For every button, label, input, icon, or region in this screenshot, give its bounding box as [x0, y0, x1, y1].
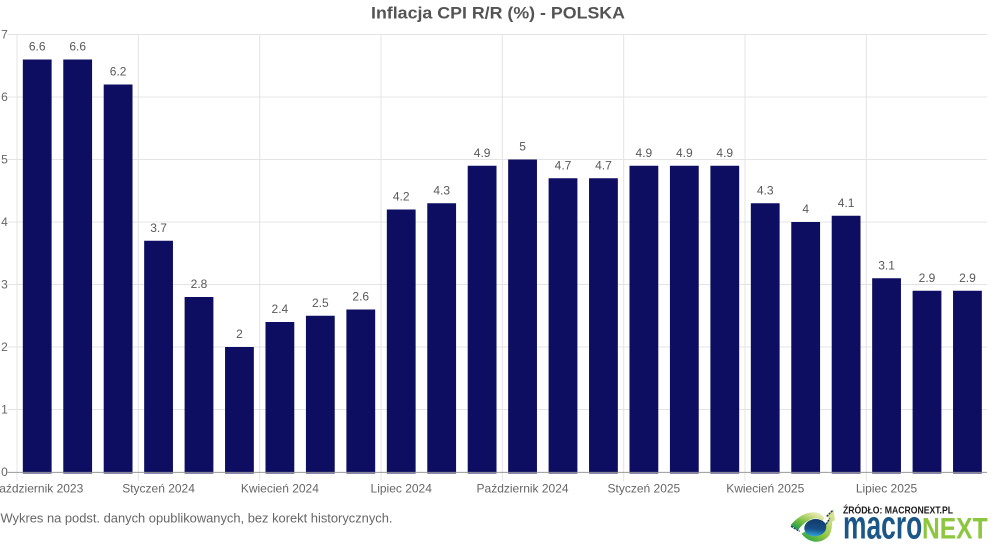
svg-text:NEXT: NEXT — [922, 512, 988, 544]
svg-text:macro: macro — [843, 503, 922, 548]
svg-text:2.8: 2.8 — [191, 277, 208, 291]
svg-text:4.9: 4.9 — [636, 146, 653, 160]
svg-text:5: 5 — [1, 153, 8, 167]
svg-text:6: 6 — [1, 90, 8, 104]
svg-text:6.6: 6.6 — [69, 40, 86, 54]
svg-text:4.3: 4.3 — [757, 183, 774, 197]
svg-text:3: 3 — [1, 278, 8, 292]
svg-text:5: 5 — [519, 140, 526, 154]
svg-text:Październik 2024: Październik 2024 — [477, 482, 569, 496]
svg-text:4.7: 4.7 — [555, 158, 572, 172]
svg-text:2: 2 — [1, 340, 8, 354]
svg-text:4.3: 4.3 — [433, 183, 450, 197]
svg-text:2.4: 2.4 — [272, 302, 289, 316]
svg-text:2: 2 — [236, 327, 243, 341]
svg-text:4: 4 — [1, 215, 8, 229]
svg-text:4.9: 4.9 — [474, 146, 491, 160]
svg-text:4.7: 4.7 — [595, 158, 612, 172]
svg-text:2.9: 2.9 — [919, 271, 936, 285]
svg-text:Styczeń 2024: Styczeń 2024 — [122, 482, 195, 496]
svg-text:Wykres na podst. danych opubli: Wykres na podst. danych opublikowanych, … — [1, 510, 393, 525]
svg-text:Październik 2023: Październik 2023 — [0, 482, 84, 496]
svg-text:4.9: 4.9 — [716, 146, 733, 160]
svg-text:4.2: 4.2 — [393, 190, 410, 204]
svg-text:4: 4 — [802, 202, 809, 216]
svg-text:3.7: 3.7 — [150, 221, 167, 235]
svg-text:6.2: 6.2 — [110, 65, 127, 79]
svg-text:ŹRÓDŁO: MACRONEXT.PL: ŹRÓDŁO: MACRONEXT.PL — [843, 504, 953, 517]
svg-text:Kwiecień 2025: Kwiecień 2025 — [726, 482, 804, 496]
svg-text:3.1: 3.1 — [878, 258, 895, 272]
svg-text:2.9: 2.9 — [959, 271, 976, 285]
svg-text:2.6: 2.6 — [352, 290, 369, 304]
svg-text:Lipiec 2024: Lipiec 2024 — [371, 482, 433, 496]
svg-text:Lipiec 2025: Lipiec 2025 — [856, 482, 918, 496]
svg-text:1: 1 — [1, 403, 8, 417]
svg-text:6.6: 6.6 — [29, 40, 46, 54]
svg-text:0: 0 — [1, 465, 8, 479]
svg-text:4.1: 4.1 — [838, 196, 855, 210]
svg-text:7: 7 — [1, 28, 8, 42]
svg-text:Styczeń 2025: Styczeń 2025 — [608, 482, 681, 496]
svg-text:2.5: 2.5 — [312, 296, 329, 310]
svg-text:4.9: 4.9 — [676, 146, 693, 160]
svg-text:Inflacja CPI R/R (%) - POLSKA: Inflacja CPI R/R (%) - POLSKA — [371, 4, 625, 23]
svg-text:Kwiecień 2024: Kwiecień 2024 — [241, 482, 319, 496]
